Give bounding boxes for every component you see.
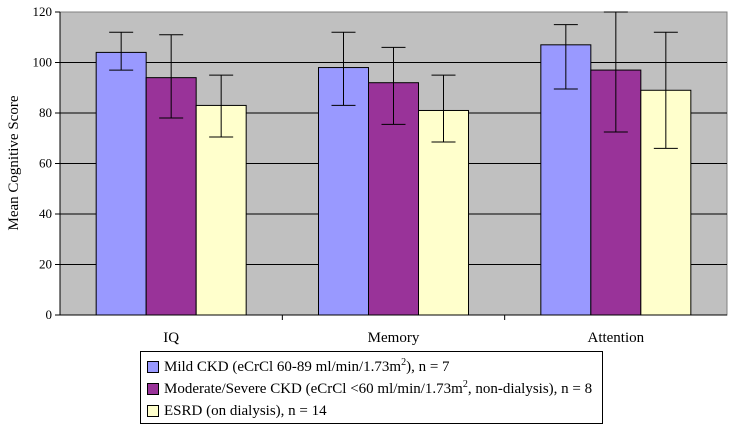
y-tick-label-80: 80 [39, 105, 52, 120]
legend-item-1: Moderate/Severe CKD (eCrCl <60 ml/min/1.… [147, 378, 602, 400]
x-tick-label-2: Attention [587, 330, 644, 346]
x-tick-label-1: Memory [368, 330, 420, 346]
y-tick-label-120: 120 [33, 4, 53, 19]
legend-swatch-2 [147, 405, 159, 417]
y-tick-label-40: 40 [39, 206, 52, 221]
bar-chart: 0 20 40 60 80 100 120 IQ Memory Attention Mean Co… [6, 4, 728, 346]
y-tick-label-100: 100 [33, 55, 53, 70]
legend-label-1: Moderate/Severe CKD (eCrCl <60 ml/min/1.… [164, 379, 593, 398]
y-tick-label-60: 60 [39, 156, 52, 171]
legend: Mild CKD (eCrCl 60-89 ml/min/1.73m2), n … [140, 351, 603, 424]
legend-label-2: ESRD (on dialysis), n = 14 [164, 403, 327, 419]
legend-label-0: Mild CKD (eCrCl 60-89 ml/min/1.73m2), n … [164, 357, 450, 376]
legend-swatch-0 [147, 361, 159, 373]
x-tick-label-0: IQ [163, 330, 179, 346]
y-axis-title: Mean Cognitive Score [6, 95, 22, 230]
bar-2-1 [418, 109, 469, 316]
legend-item-0: Mild CKD (eCrCl 60-89 ml/min/1.73m2), n … [147, 356, 602, 378]
legend-swatch-1 [147, 383, 159, 395]
bar-0-1 [318, 67, 369, 316]
y-tick-label-20: 20 [39, 257, 52, 272]
bar-0-2 [540, 44, 592, 316]
bar-0-0 [95, 51, 147, 316]
legend-item-2: ESRD (on dialysis), n = 14 [147, 400, 602, 422]
bar-2-0 [195, 104, 247, 316]
y-tick-label-0: 0 [46, 307, 53, 322]
